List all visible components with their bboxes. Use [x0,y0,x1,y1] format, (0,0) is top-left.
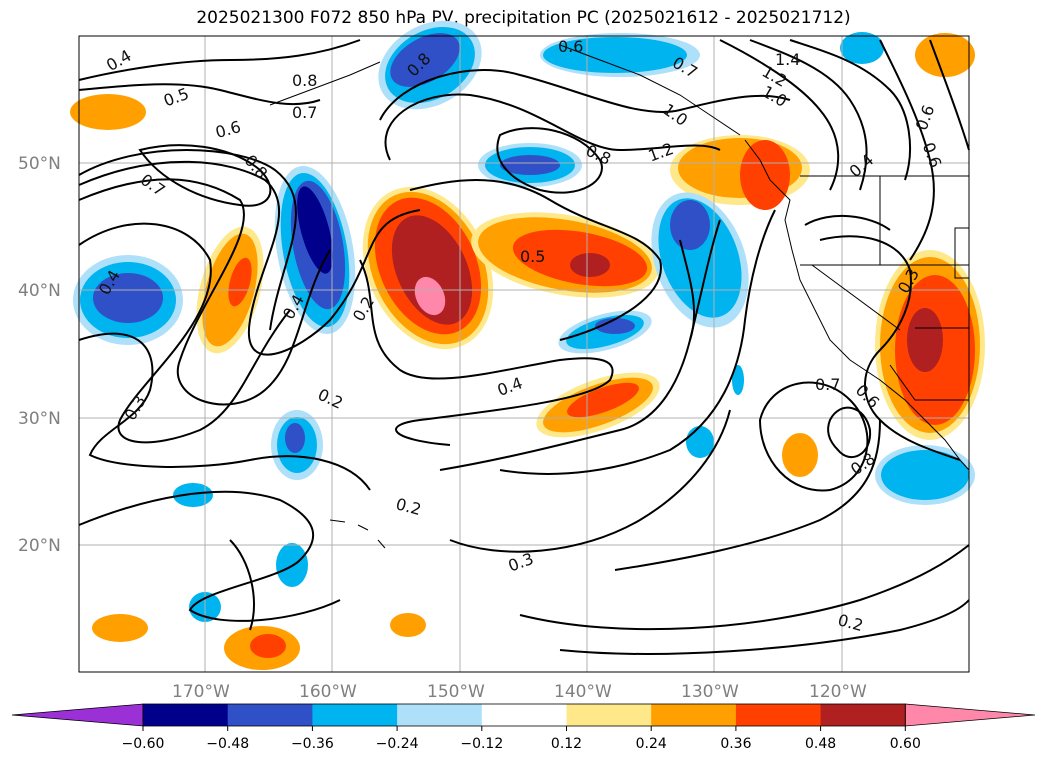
colorbar: −0.60 −0.48 −0.36 −0.24 −0.12 0.12 0.24 0.36 0.4… [11,703,1036,752]
colorbar-tick-label: −0.60 [122,736,165,752]
precip-blob [915,33,975,77]
lon-label: 130°W [681,682,739,702]
colorbar-tick-label: −0.36 [291,736,334,752]
colorbar-segment [735,704,822,726]
contour-label: 0.6 [558,37,583,56]
colorbar-tick-label: 0.36 [720,736,751,752]
map-title: 2025021300 F072 850 hPa PV, precipitatio… [196,8,851,28]
lat-label: 40°N [18,281,61,301]
colorbar-tick-label: 0.60 [890,736,921,752]
precip-blob [595,318,635,334]
precip-blob [250,634,286,658]
precip-blob [500,155,560,175]
colorbar-segment [312,704,398,726]
contour-label: 1.4 [775,50,800,69]
colorbar-segment [481,704,567,726]
lat-label: 30°N [18,409,61,429]
contour-label: 0.5 [520,247,545,266]
coastline-layer [269,44,970,549]
colorbar-segment [820,704,906,726]
precip-blob [782,433,818,477]
lon-label: 170°W [172,682,230,702]
lon-label: 150°W [427,682,485,702]
precip-blob [390,33,460,87]
precip-blob [228,257,252,307]
map-background [79,36,969,672]
lon-label: 140°W [554,682,612,702]
precip-blob [390,613,426,637]
precip-blob [92,614,148,642]
precip-blob [907,308,943,372]
lat-labels: 50°N 40°N 30°N 20°N [18,154,61,556]
precip-blob [881,450,969,500]
precip-blob [285,423,305,453]
colorbar-segment [143,704,229,726]
lon-label: 160°W [299,682,357,702]
precip-blob [840,32,884,64]
precip-blob [391,215,473,325]
precip-blob [732,365,744,395]
colorbar-extend-max [904,703,1036,727]
pv-contour-layer [78,39,970,655]
lon-label: 120°W [809,682,867,702]
precip-blob [686,426,714,458]
map-frame [78,35,970,673]
precip-blob [297,186,333,274]
lat-label: 50°N [18,154,61,174]
colorbar-tick-label: −0.24 [376,736,419,752]
colorbar-segment [651,704,737,726]
precip-blob [70,94,146,130]
colorbar-tick-label: 0.24 [636,736,667,752]
contour-label: 0.7 [815,375,840,394]
precip-blob [173,483,213,507]
precip-blob [567,382,639,418]
colorbar-tick-label: −0.48 [206,736,249,752]
colorbar-tick-label: −0.12 [460,736,503,752]
contour-label: 0.8 [292,71,317,90]
precip-blob [543,37,687,73]
lon-labels: 170°W 160°W 150°W 140°W 130°W 120°W [172,682,867,702]
colorbar-extend-min [11,703,144,727]
contour-label: 0.7 [292,103,317,122]
precip-blob [570,253,610,277]
precip-blob [414,276,446,316]
colorbar-segment [566,704,652,726]
colorbar-segment [227,704,313,726]
lat-label: 20°N [18,536,61,556]
precip-blob [740,140,790,210]
colorbar-tick-label: 0.12 [551,736,582,752]
colorbar-frame [142,703,906,727]
colorbar-segment [397,704,483,726]
precip-blob [93,273,163,323]
precip-blob [670,200,710,250]
colorbar-tick-label: 0.48 [805,736,836,752]
